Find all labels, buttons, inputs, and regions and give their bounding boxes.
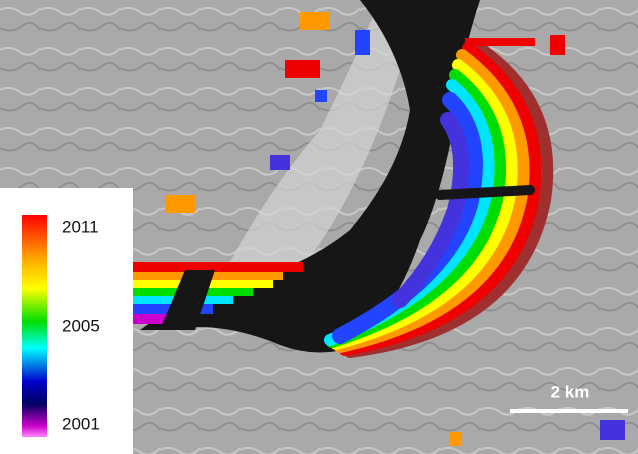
legend-label: 2011 [62,217,99,236]
legend-label: 2005 [62,316,100,335]
map: 2011 2005 2001 2 km [0,0,638,454]
page: html, body { margin: 0; padding: 0; widt… [0,0,638,454]
colorbar [22,215,47,437]
legend-label: 2001 [62,414,100,433]
scale-label: 2 km [551,382,590,401]
body: {"legend": {"labels": ["2011", "2005", "… [0,0,638,454]
